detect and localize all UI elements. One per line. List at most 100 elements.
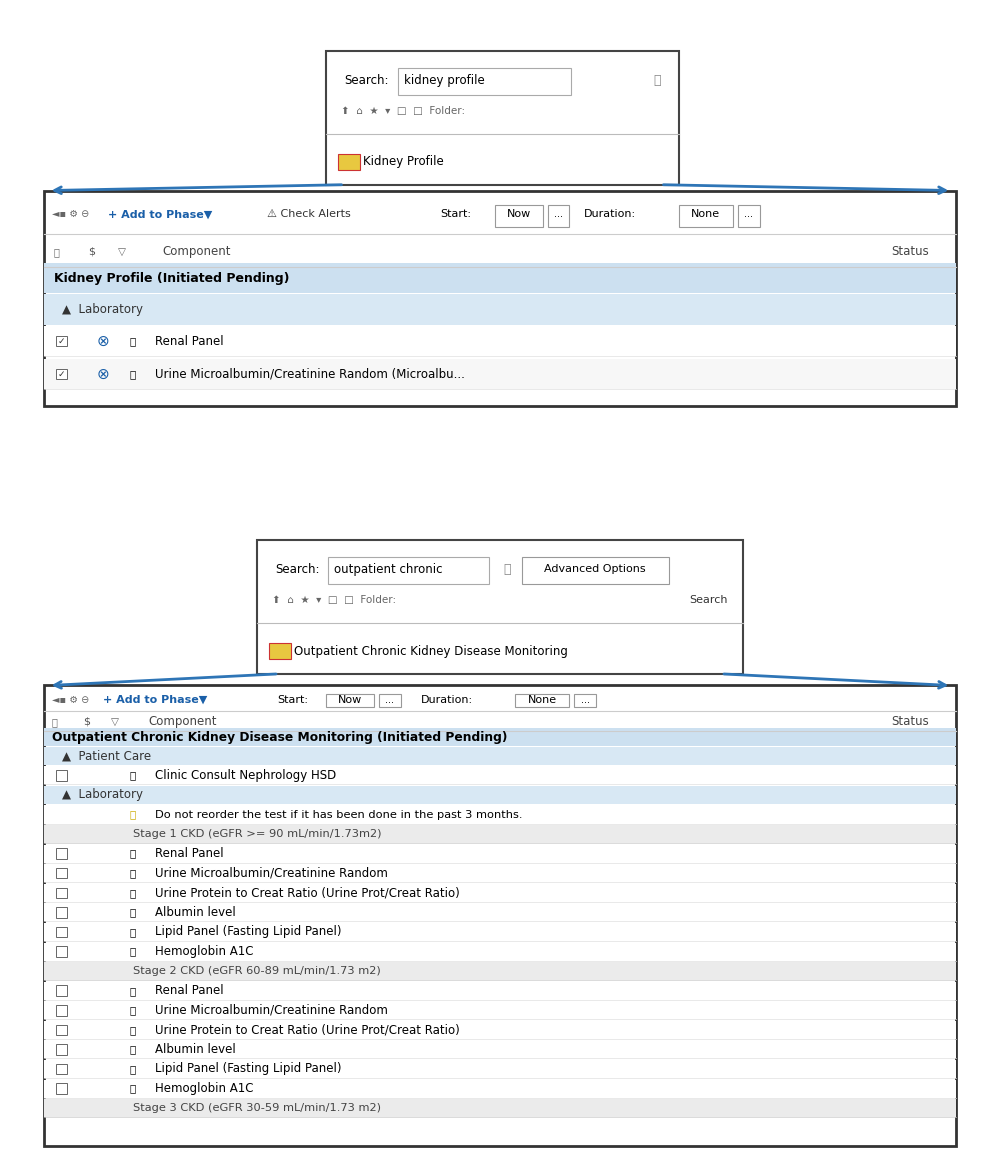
Text: Duration:: Duration: <box>584 209 636 219</box>
Bar <box>269 643 291 659</box>
Text: 📋: 📋 <box>130 369 136 379</box>
Text: Kidney Profile (Initiated Pending): Kidney Profile (Initiated Pending) <box>54 271 289 285</box>
Bar <box>56 1005 67 1016</box>
Text: Component: Component <box>148 716 216 728</box>
Text: Stage 1 CKD (eGFR >= 90 mL/min/1.73m2): Stage 1 CKD (eGFR >= 90 mL/min/1.73m2) <box>133 829 382 839</box>
Text: 🔗: 🔗 <box>52 717 58 727</box>
Text: Urine Microalbumin/Creatinine Random: Urine Microalbumin/Creatinine Random <box>155 867 388 880</box>
Text: + Add to Phase▼: + Add to Phase▼ <box>108 209 213 219</box>
Text: Start:: Start: <box>441 209 472 219</box>
Text: ...: ... <box>581 694 590 705</box>
Text: Do not reorder the test if it has been done in the past 3 months.: Do not reorder the test if it has been d… <box>155 809 522 820</box>
Bar <box>522 557 669 584</box>
Bar <box>379 694 401 707</box>
Bar <box>44 766 956 785</box>
Text: 📋: 📋 <box>130 1044 136 1055</box>
Text: Lipid Panel (Fasting Lipid Panel): Lipid Panel (Fasting Lipid Panel) <box>155 1063 341 1076</box>
Text: 🔍: 🔍 <box>503 563 511 576</box>
Bar <box>44 982 956 999</box>
Bar <box>495 205 543 228</box>
Text: Duration:: Duration: <box>421 694 473 705</box>
Text: $: $ <box>88 246 95 257</box>
Bar <box>44 1079 956 1098</box>
Bar <box>328 557 489 584</box>
Text: Clinic Consult Nephrology HSD: Clinic Consult Nephrology HSD <box>155 768 336 782</box>
Text: None: None <box>528 694 557 705</box>
Text: ▲  Patient Care: ▲ Patient Care <box>62 750 151 762</box>
Text: Kidney Profile: Kidney Profile <box>363 155 444 169</box>
Bar <box>44 962 956 981</box>
Text: 📋: 📋 <box>130 1005 136 1016</box>
Text: 📋: 📋 <box>130 927 136 937</box>
Bar <box>56 1064 67 1074</box>
Text: 📋: 📋 <box>130 1025 136 1035</box>
Text: 📋: 📋 <box>130 771 136 780</box>
Bar <box>44 1002 956 1019</box>
Text: Albumin level: Albumin level <box>155 906 236 918</box>
Text: 📋: 📋 <box>130 335 136 346</box>
Text: 📋: 📋 <box>130 888 136 897</box>
Text: Albumin level: Albumin level <box>155 1043 236 1056</box>
Text: 📋: 📋 <box>130 985 136 996</box>
Bar <box>44 294 956 325</box>
Text: ⬆  ⌂  ★  ▾  □  □  Folder:: ⬆ ⌂ ★ ▾ □ □ Folder: <box>341 106 465 116</box>
Text: Status: Status <box>892 245 929 258</box>
Bar <box>326 694 374 707</box>
Text: Component: Component <box>163 245 231 258</box>
Bar <box>56 335 67 346</box>
Bar <box>44 1099 956 1117</box>
Text: kidney profile: kidney profile <box>404 74 485 87</box>
Bar <box>56 771 67 780</box>
Text: Search: Search <box>690 595 728 605</box>
Text: Now: Now <box>507 209 531 219</box>
Bar <box>56 927 67 937</box>
Text: Start:: Start: <box>277 694 308 705</box>
Bar <box>56 947 67 957</box>
Bar <box>398 68 571 95</box>
Bar <box>679 205 733 228</box>
Text: Outpatient Chronic Kidney Disease Monitoring: Outpatient Chronic Kidney Disease Monito… <box>294 645 568 658</box>
Text: 📋: 📋 <box>130 1064 136 1074</box>
Bar <box>44 263 956 293</box>
Text: 📋: 📋 <box>130 848 136 859</box>
Text: ✓: ✓ <box>58 369 65 379</box>
Text: Search:: Search: <box>275 563 319 576</box>
Bar <box>44 825 956 843</box>
Text: ⚠ Check Alerts: ⚠ Check Alerts <box>267 209 351 219</box>
Text: Status: Status <box>892 716 929 728</box>
Text: 🔔: 🔔 <box>130 809 136 820</box>
Text: Urine Protein to Creat Ratio (Urine Prot/Creat Ratio): Urine Protein to Creat Ratio (Urine Prot… <box>155 1023 460 1036</box>
Bar <box>44 806 956 823</box>
Text: ⬆  ⌂  ★  ▾  □  □  Folder:: ⬆ ⌂ ★ ▾ □ □ Folder: <box>272 595 396 605</box>
Bar <box>44 883 956 902</box>
Bar <box>56 1024 67 1035</box>
Text: 📋: 📋 <box>130 1084 136 1093</box>
Text: 🔗: 🔗 <box>54 246 60 257</box>
Bar <box>44 903 956 921</box>
Bar <box>44 1021 956 1039</box>
Bar <box>56 1044 67 1055</box>
Text: ◄▪ ⚙ ⊖: ◄▪ ⚙ ⊖ <box>52 694 89 705</box>
Text: Hemoglobin A1C: Hemoglobin A1C <box>155 945 253 958</box>
Text: Lipid Panel (Fasting Lipid Panel): Lipid Panel (Fasting Lipid Panel) <box>155 925 341 938</box>
Bar <box>515 694 569 707</box>
Bar <box>44 923 956 941</box>
Text: $: $ <box>84 717 91 727</box>
Text: 📋: 📋 <box>130 947 136 956</box>
Text: Now: Now <box>338 694 362 705</box>
Text: 🔍: 🔍 <box>653 74 660 87</box>
Bar <box>44 728 956 746</box>
Text: Urine Microalbumin/Creatinine Random (Microalbu...: Urine Microalbumin/Creatinine Random (Mi… <box>155 367 465 381</box>
Bar <box>44 943 956 961</box>
Bar <box>44 1060 956 1078</box>
Text: Renal Panel: Renal Panel <box>155 334 224 347</box>
Bar <box>56 369 67 379</box>
Bar <box>56 868 67 879</box>
Bar <box>44 1040 956 1058</box>
Text: ...: ... <box>554 209 563 219</box>
Bar <box>44 685 956 1146</box>
Text: ✓: ✓ <box>58 337 65 346</box>
Text: 📋: 📋 <box>130 908 136 917</box>
Bar <box>257 540 743 673</box>
Text: + Add to Phase▼: + Add to Phase▼ <box>103 694 208 705</box>
